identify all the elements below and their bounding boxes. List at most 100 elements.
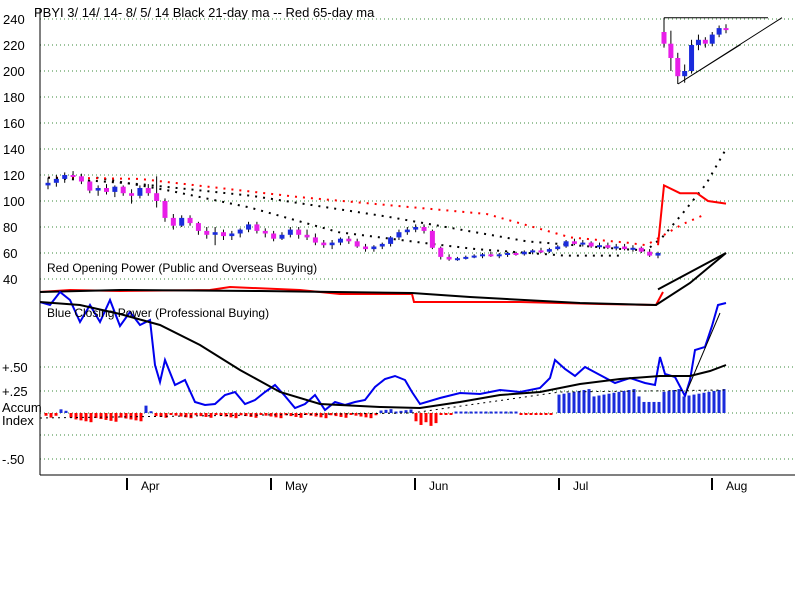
- accum-bar: [682, 396, 686, 413]
- ma65-solid-line: [657, 183, 727, 246]
- candle-body: [78, 176, 84, 182]
- accum-bar: [622, 390, 626, 413]
- candle-body: [709, 34, 715, 44]
- accum-bar: [707, 391, 711, 413]
- accum-bar: [294, 413, 298, 417]
- accum-bar: [374, 413, 378, 416]
- accum-bar: [549, 413, 553, 415]
- accum-bar: [479, 411, 483, 414]
- accum-bar: [44, 413, 48, 416]
- candle-body: [597, 245, 603, 248]
- accum-bar: [429, 413, 433, 426]
- price-ytick-label: 120: [3, 168, 25, 183]
- accum-bar: [469, 411, 473, 414]
- candle-body: [204, 230, 210, 235]
- accum-bar: [637, 396, 641, 413]
- accum-bar: [677, 389, 681, 413]
- accum-ytick-label: -.50: [2, 452, 24, 467]
- accum-label-line2: Index: [2, 413, 34, 428]
- candle-body: [346, 238, 352, 242]
- price-ytick-label: 60: [3, 246, 17, 261]
- accum-bar: [722, 389, 726, 413]
- accum-bar: [244, 413, 248, 417]
- accum-bar: [414, 413, 418, 422]
- accum-bar: [74, 413, 78, 420]
- accum-bar: [214, 413, 218, 415]
- accum-bar: [234, 413, 238, 419]
- candle-body: [312, 237, 318, 243]
- accum-bar: [534, 413, 538, 415]
- accum-bar: [504, 411, 508, 414]
- candle-body: [571, 241, 577, 244]
- candle-body: [162, 201, 168, 218]
- accum-bar: [459, 411, 463, 414]
- candle-body: [630, 247, 636, 250]
- candle-body: [675, 58, 681, 77]
- axes-layer: [39, 8, 795, 490]
- accum-bar: [284, 413, 288, 416]
- accum-bar: [399, 410, 403, 413]
- candle-body: [682, 71, 688, 77]
- accum-bar: [164, 413, 168, 418]
- price-ytick-label: 180: [3, 90, 25, 105]
- accum-bar: [264, 413, 268, 416]
- candle-body: [421, 227, 427, 231]
- accum-bar: [667, 390, 671, 413]
- price-ytick-label: 40: [3, 272, 17, 287]
- price-ytick-label: 140: [3, 142, 25, 157]
- candle-body: [95, 188, 101, 191]
- ma65-line: [47, 176, 707, 247]
- accum-bar: [149, 411, 153, 414]
- candle-body: [647, 251, 653, 256]
- accum-bar: [109, 413, 113, 421]
- accum-bar: [139, 413, 143, 422]
- month-label: May: [285, 479, 308, 493]
- candle-body: [668, 43, 674, 58]
- accum-bar: [612, 392, 616, 413]
- candle-body: [170, 217, 176, 226]
- candle-body: [337, 238, 343, 243]
- opening-power-ma-line: [39, 252, 727, 307]
- accum-bar: [449, 413, 453, 415]
- candle-body: [363, 246, 369, 250]
- month-label: Apr: [141, 479, 160, 493]
- candle-body: [505, 253, 511, 255]
- accum-bar: [557, 394, 561, 413]
- accum-bar: [652, 401, 656, 413]
- candle-body: [70, 175, 76, 177]
- month-label: Aug: [726, 479, 747, 493]
- accum-bar: [174, 413, 178, 416]
- candle-body: [538, 250, 544, 253]
- accum-bar: [274, 413, 278, 418]
- breakout-triangle: [664, 17, 783, 85]
- price-ytick-label: 160: [3, 116, 25, 131]
- candle-body: [296, 229, 302, 235]
- price-ytick-label: 100: [3, 194, 25, 209]
- ma21-extension-line: [47, 148, 727, 252]
- price-ytick-label: 240: [3, 12, 25, 27]
- candle-body: [87, 181, 93, 191]
- accum-bar: [59, 409, 63, 413]
- closing-power-trendline: [685, 312, 721, 394]
- accum-bar: [124, 413, 128, 419]
- power-layer: [39, 252, 727, 412]
- candle-body: [304, 234, 310, 238]
- candle-body: [287, 229, 293, 235]
- accum-bar: [607, 393, 611, 413]
- candle-body: [530, 250, 536, 253]
- candle-body: [463, 256, 469, 259]
- accum-bar: [587, 389, 591, 413]
- candle-body: [103, 188, 109, 192]
- accum-bar: [529, 413, 533, 415]
- candle-body: [129, 193, 135, 196]
- candle-body: [354, 241, 360, 247]
- accum-bar: [389, 409, 393, 413]
- accum-bar: [444, 413, 448, 415]
- accum-bar: [89, 413, 93, 423]
- candle-body: [622, 246, 628, 250]
- opening-power-label: Red Opening Power (Public and Overseas B…: [47, 261, 317, 275]
- accum-bar: [409, 409, 413, 413]
- accum-bar: [334, 413, 338, 417]
- accum-bar: [299, 413, 303, 418]
- candle-body: [689, 45, 695, 71]
